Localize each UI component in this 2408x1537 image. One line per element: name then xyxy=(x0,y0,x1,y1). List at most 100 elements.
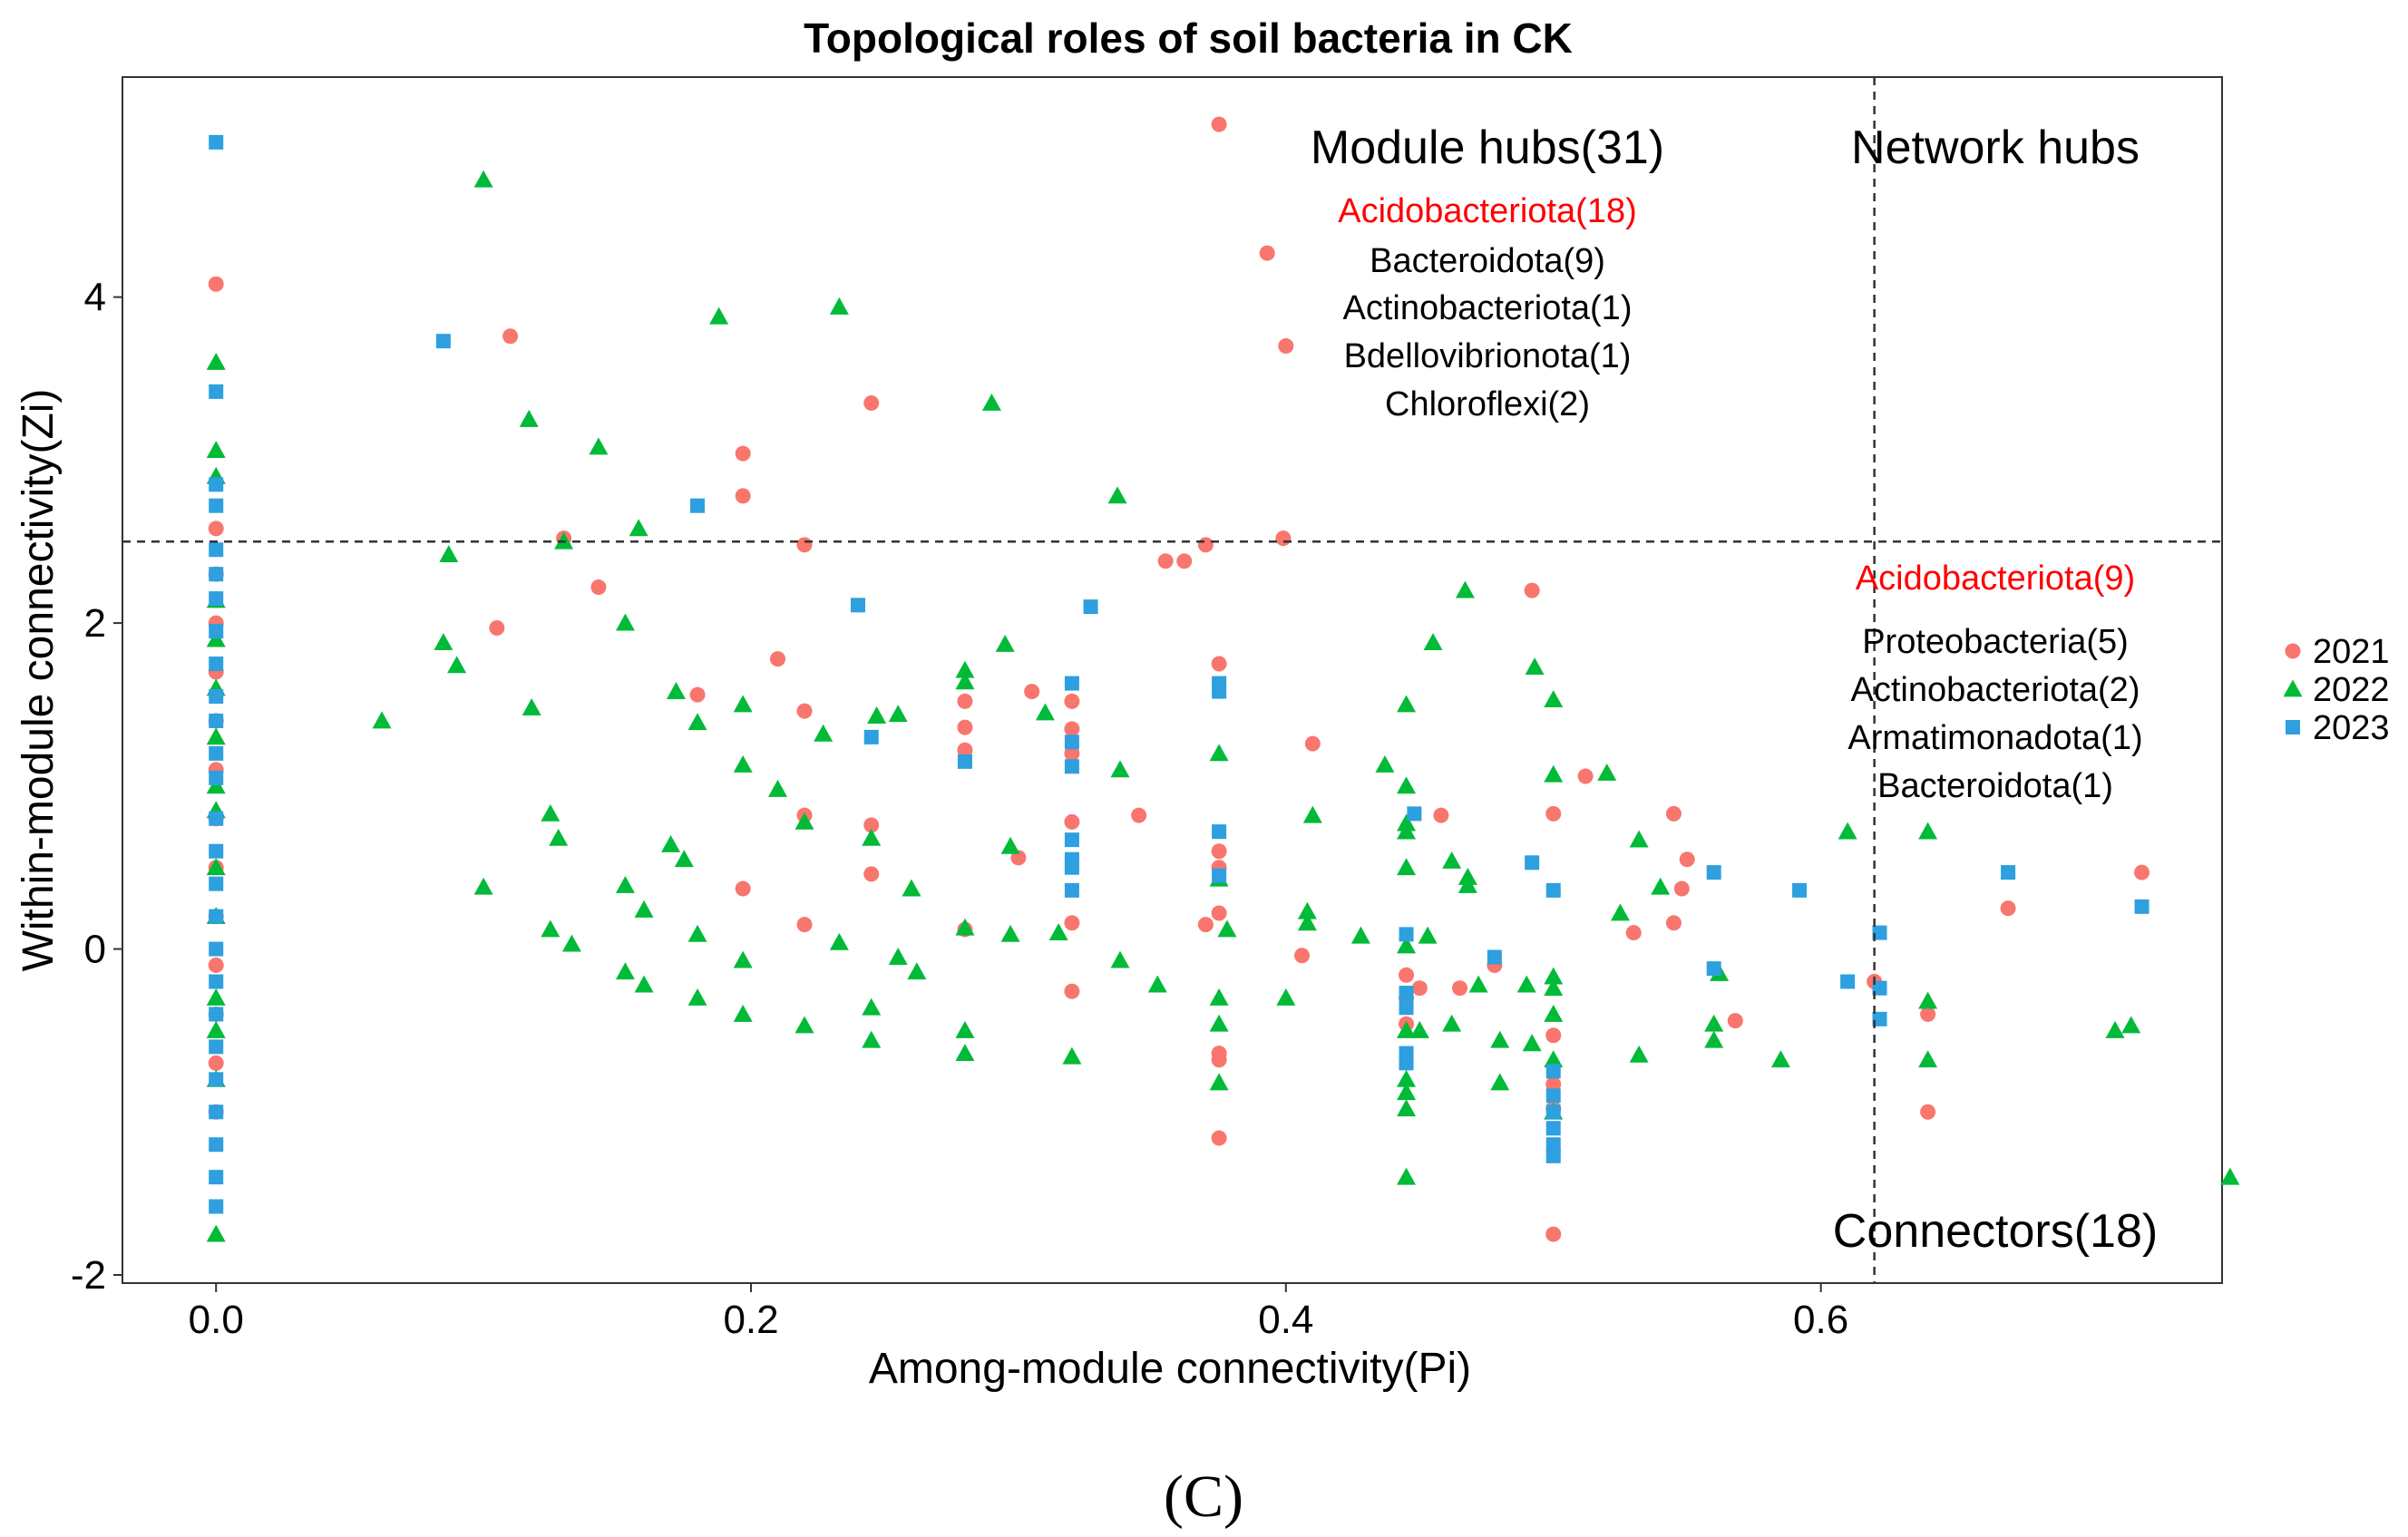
point-2022 xyxy=(561,934,581,952)
point-2023 xyxy=(1212,868,1227,883)
point-2023 xyxy=(1792,882,1808,898)
legend-symbol-2021 xyxy=(2285,643,2301,659)
connectors-item: Armatimonadota(1) xyxy=(1847,719,2142,757)
point-2023 xyxy=(1706,865,1721,880)
point-2022 xyxy=(1629,830,1649,848)
point-2021 xyxy=(208,520,224,537)
point-2023 xyxy=(1706,961,1721,977)
point-2022 xyxy=(1544,690,1564,707)
point-2023 xyxy=(209,134,224,150)
point-2021 xyxy=(735,488,751,504)
point-2021 xyxy=(1545,1076,1562,1093)
point-2022 xyxy=(519,409,539,427)
point-2022 xyxy=(1522,1034,1542,1052)
point-2023 xyxy=(957,754,972,769)
module-hubs-highlight: Acidobacteriota(18) xyxy=(1338,192,1637,230)
point-2021 xyxy=(1399,967,1415,983)
point-2023 xyxy=(209,591,224,607)
point-2023 xyxy=(1212,684,1227,699)
point-2022 xyxy=(1397,1099,1417,1117)
connectors-annotation: Acidobacteriota(9) Proteobacteria(5) Act… xyxy=(1833,559,2158,1258)
point-2022 xyxy=(955,660,975,678)
point-2022 xyxy=(829,932,849,950)
point-2022 xyxy=(1209,1073,1229,1091)
point-2022 xyxy=(1544,1050,1564,1068)
point-2022 xyxy=(1544,1004,1564,1022)
point-2021 xyxy=(590,579,607,596)
point-2022 xyxy=(541,919,561,938)
legend-label-2023: 2023 xyxy=(2313,709,2390,747)
point-2022 xyxy=(661,835,681,852)
point-2022 xyxy=(615,962,635,980)
module-hubs-item: Actinobacteriota(1) xyxy=(1343,289,1633,327)
point-2022 xyxy=(589,437,609,455)
point-2022 xyxy=(2220,1167,2240,1185)
point-2022 xyxy=(995,634,1015,652)
point-2021 xyxy=(489,619,505,636)
point-2023 xyxy=(209,1072,224,1087)
point-2021 xyxy=(208,958,224,974)
point-2022 xyxy=(1490,1073,1510,1091)
legend-label-2022: 2022 xyxy=(2313,671,2390,709)
point-2022 xyxy=(867,706,887,724)
connectors-item: Bacteroidota(1) xyxy=(1877,767,2113,805)
point-2022 xyxy=(473,877,493,895)
point-2023 xyxy=(1525,855,1540,871)
y-tick-label: 0 xyxy=(84,928,106,972)
point-2022 xyxy=(687,924,707,942)
point-2022 xyxy=(955,672,975,690)
point-2022 xyxy=(814,724,834,742)
point-2023 xyxy=(1872,980,1887,996)
point-2022 xyxy=(206,1020,226,1038)
point-2022 xyxy=(1397,1167,1417,1185)
panel-label: (C) xyxy=(1164,1464,1243,1530)
point-2021 xyxy=(1727,1013,1743,1029)
point-2021 xyxy=(1411,980,1428,997)
point-2021 xyxy=(1452,980,1468,997)
point-2023 xyxy=(209,770,224,785)
point-2022 xyxy=(2121,1016,2141,1034)
point-2021 xyxy=(1024,684,1040,700)
point-2022 xyxy=(1457,875,1477,893)
point-2023 xyxy=(1545,1064,1561,1079)
x-tick-label: 0.4 xyxy=(1258,1298,1313,1342)
point-2021 xyxy=(735,880,751,897)
point-2022 xyxy=(1629,1045,1649,1063)
point-2022 xyxy=(522,698,541,715)
point-2022 xyxy=(1209,744,1229,762)
point-2023 xyxy=(209,657,224,672)
point-2023 xyxy=(209,477,224,492)
point-2022 xyxy=(687,987,707,1006)
point-2022 xyxy=(862,997,882,1016)
point-2021 xyxy=(1211,1130,1227,1146)
point-2021 xyxy=(735,445,751,462)
point-2022 xyxy=(1209,1014,1229,1032)
point-2023 xyxy=(2134,899,2150,914)
point-2021 xyxy=(1665,915,1682,931)
point-2023 xyxy=(850,598,865,613)
point-2023 xyxy=(1064,882,1079,898)
x-tick-label: 0.2 xyxy=(723,1298,778,1342)
point-2021 xyxy=(1064,693,1080,709)
point-2022 xyxy=(1397,858,1417,876)
legend-symbol-2022 xyxy=(2283,679,2303,697)
point-2023 xyxy=(209,745,224,761)
point-2021 xyxy=(863,817,880,833)
point-2023 xyxy=(209,811,224,826)
point-2022 xyxy=(1110,760,1130,778)
point-2022 xyxy=(888,705,908,723)
point-2022 xyxy=(1610,903,1630,921)
y-axis-label: Within-module connectivity(Zi) xyxy=(15,389,63,972)
point-2021 xyxy=(1211,843,1227,860)
y-tick-label: 4 xyxy=(84,276,106,320)
point-2022 xyxy=(615,613,635,631)
point-2023 xyxy=(1840,974,1856,989)
point-2022 xyxy=(862,828,882,846)
point-2023 xyxy=(209,1199,224,1214)
point-2023 xyxy=(209,876,224,891)
point-2021 xyxy=(1211,656,1227,672)
point-2023 xyxy=(209,713,224,728)
point-2021 xyxy=(1064,813,1080,830)
point-2022 xyxy=(1468,975,1488,993)
